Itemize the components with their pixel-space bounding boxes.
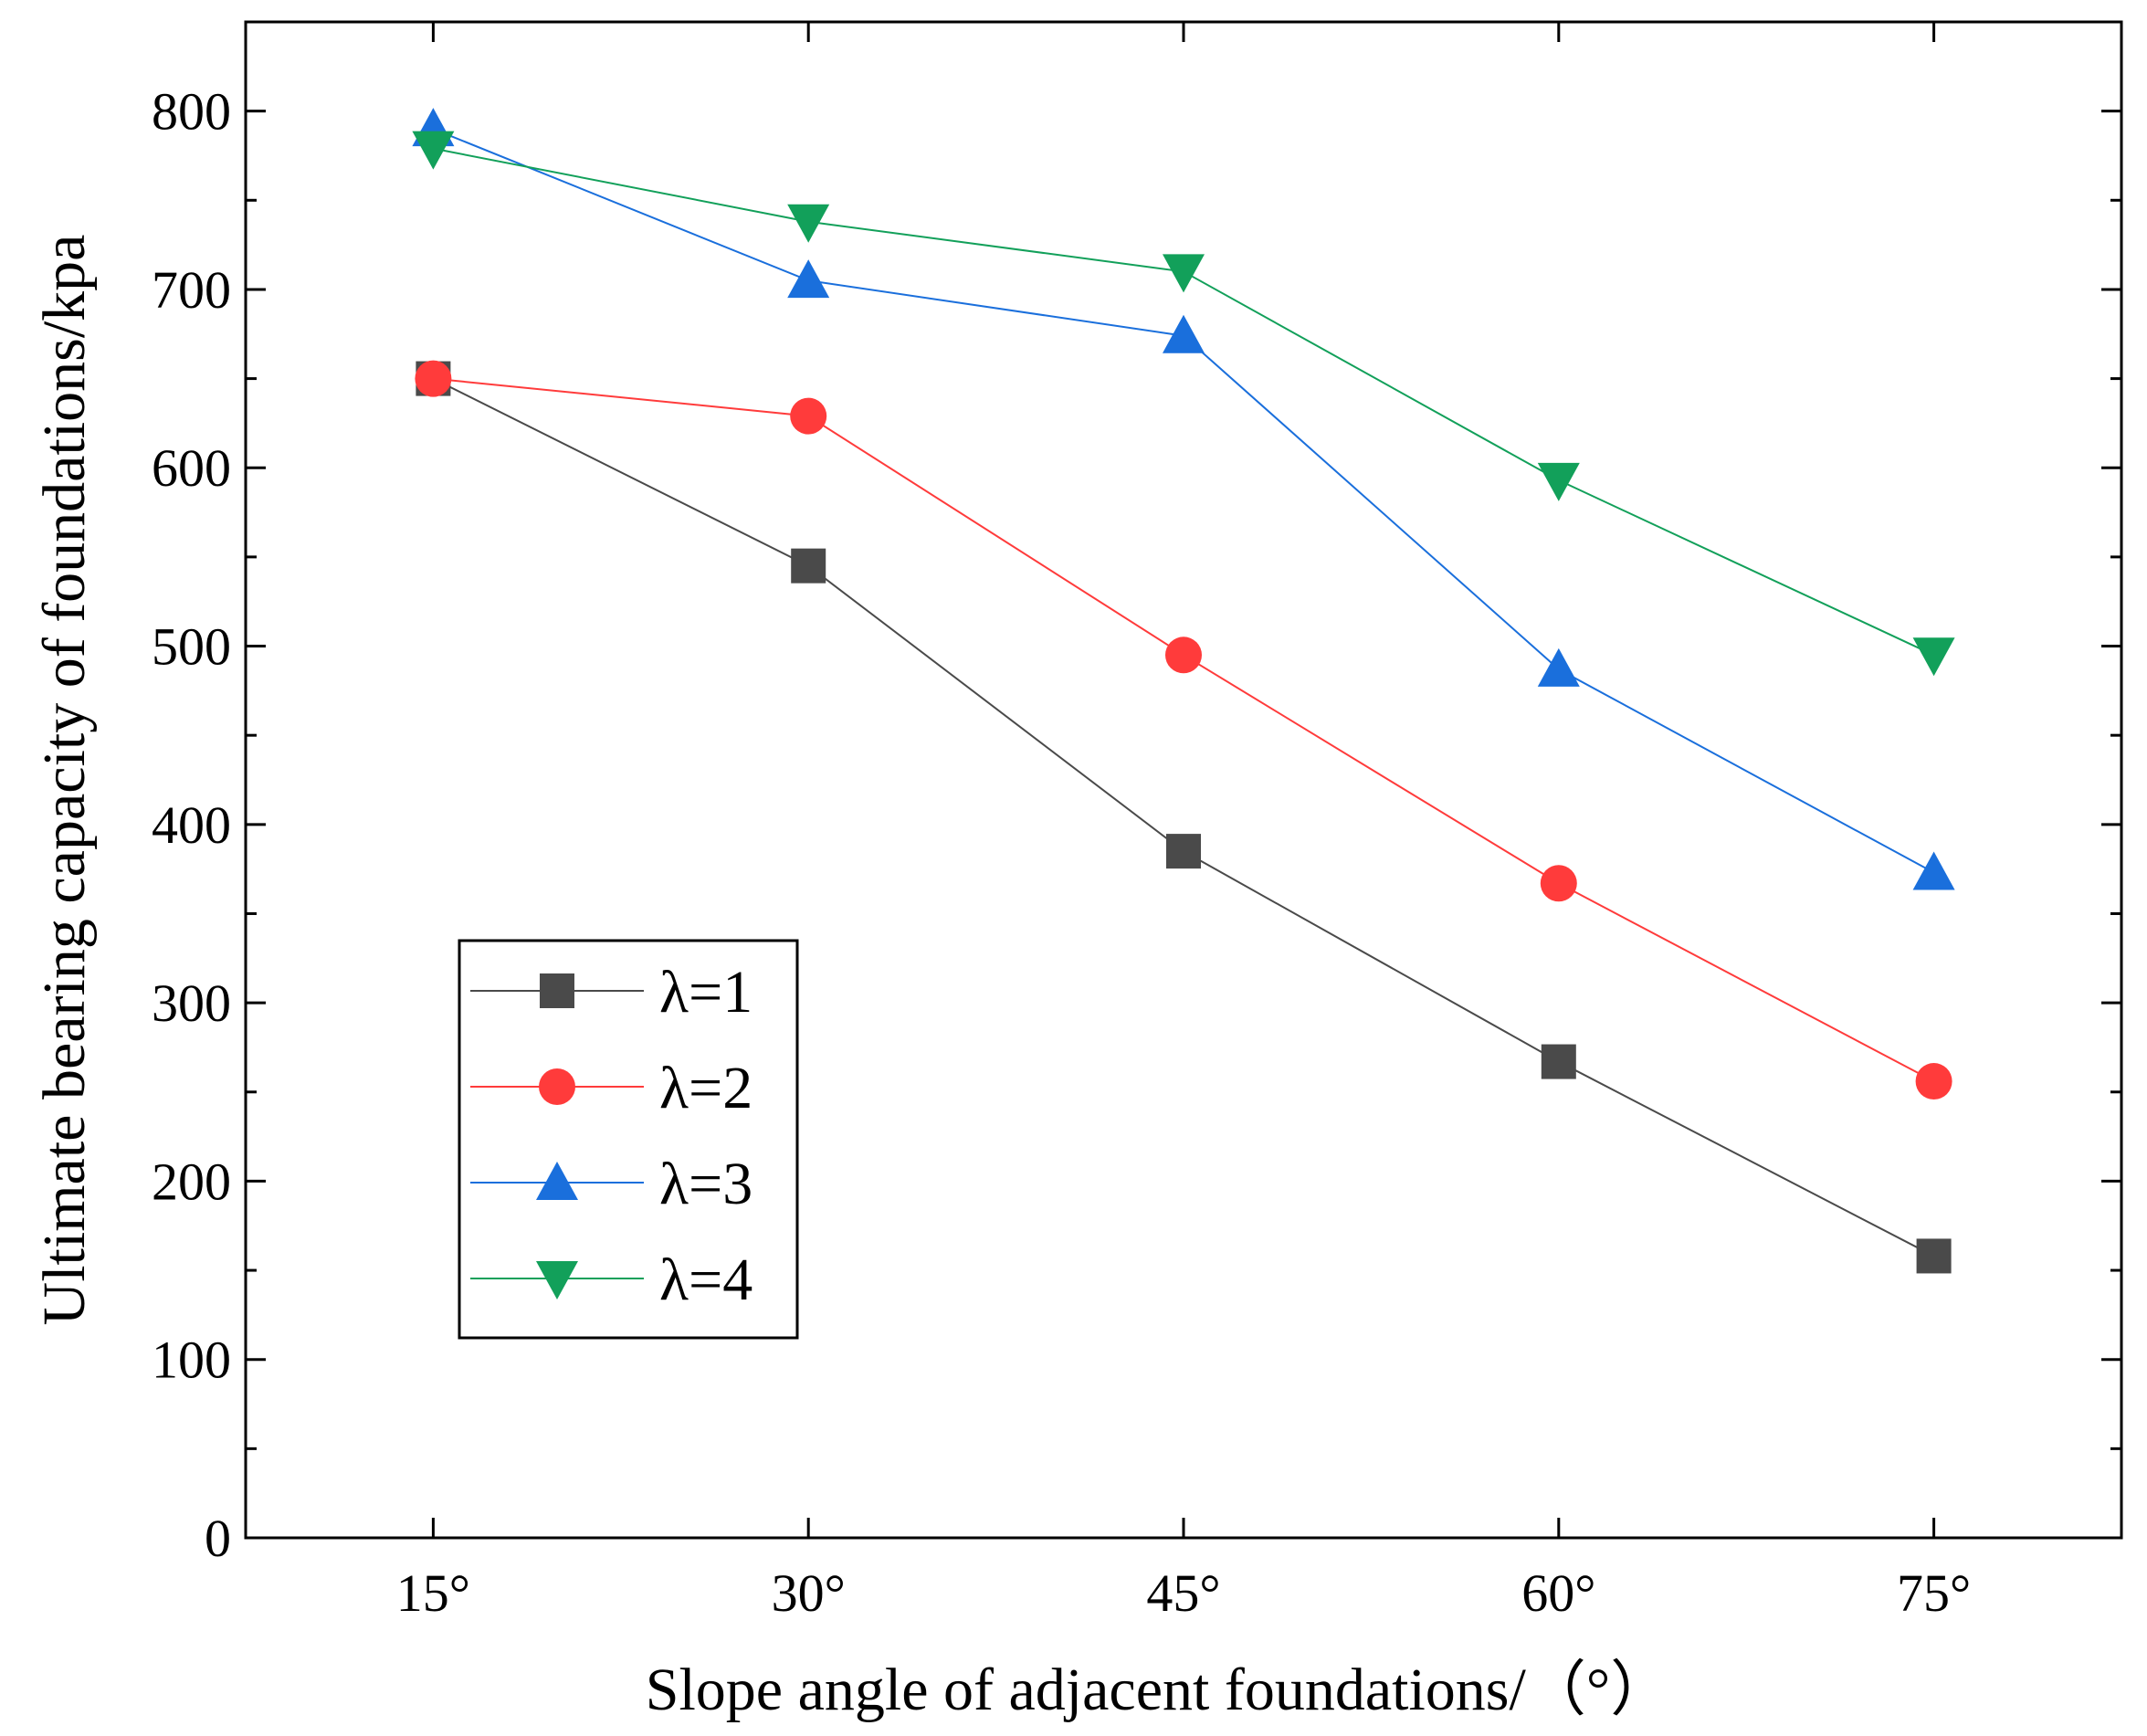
data-point	[1537, 647, 1580, 687]
data-point	[1165, 637, 1202, 674]
legend-entry: λ=1	[470, 959, 753, 1026]
series-2	[415, 360, 1952, 1100]
series-4	[412, 131, 1955, 677]
data-point	[1912, 637, 1955, 677]
data-point	[1541, 1044, 1576, 1079]
data-point	[1915, 1063, 1952, 1100]
data-point	[1912, 851, 1955, 890]
legend-label: λ=3	[659, 1151, 753, 1217]
legend-entry: λ=3	[470, 1151, 753, 1217]
data-point	[790, 397, 827, 435]
x-axis-ticks: 15° 30° 45° 60° 75°	[396, 22, 1971, 1623]
x-tick-label: 75°	[1897, 1563, 1971, 1623]
data-point	[791, 548, 826, 584]
x-tick-label: 45°	[1146, 1563, 1220, 1623]
legend-box	[458, 939, 799, 1340]
data-point	[412, 131, 455, 170]
series-3	[412, 108, 1955, 890]
data-point	[1540, 865, 1577, 902]
series-line	[433, 128, 1935, 874]
legend-marker	[539, 1068, 575, 1105]
y-tick-label: 100	[152, 1331, 231, 1390]
data-point	[1166, 834, 1201, 869]
legend-marker	[540, 973, 574, 1008]
y-tick-label: 300	[152, 973, 231, 1033]
series-layer	[412, 108, 1955, 1274]
legend: λ=1 λ=2 λ=3 λ=4	[458, 939, 799, 1340]
data-point	[1163, 254, 1205, 293]
legend-marker	[536, 1261, 578, 1299]
legend-marker	[536, 1162, 578, 1200]
y-axis-label: Ultimate bearing capacity of foundations…	[31, 235, 98, 1326]
data-point	[787, 204, 830, 243]
legend-label: λ=2	[659, 1055, 753, 1121]
data-point	[1537, 462, 1580, 501]
data-point	[415, 360, 452, 397]
data-point	[1916, 1238, 1952, 1274]
data-point	[787, 259, 830, 299]
data-point	[1163, 314, 1205, 353]
legend-entry: λ=4	[470, 1247, 753, 1313]
x-tick-label: 15°	[396, 1563, 470, 1623]
y-tick-label: 400	[152, 795, 231, 855]
x-tick-label: 60°	[1521, 1563, 1595, 1623]
y-tick-label: 0	[205, 1509, 231, 1568]
y-tick-label: 500	[152, 617, 231, 677]
legend-label: λ=4	[659, 1247, 753, 1313]
legend-label: λ=1	[659, 959, 753, 1026]
y-axis-ticks: 0 100 200 300 400 500 600 700 800	[152, 20, 2121, 1568]
legend-entry: λ=2	[470, 1055, 753, 1121]
x-tick-label: 30°	[772, 1563, 846, 1623]
y-tick-label: 700	[152, 260, 231, 320]
y-tick-label: 600	[152, 438, 231, 498]
x-axis-label: Slope angle of adjacent foundations/（°）	[646, 1657, 1670, 1723]
y-tick-label: 200	[152, 1152, 231, 1211]
y-tick-label: 800	[152, 82, 231, 142]
